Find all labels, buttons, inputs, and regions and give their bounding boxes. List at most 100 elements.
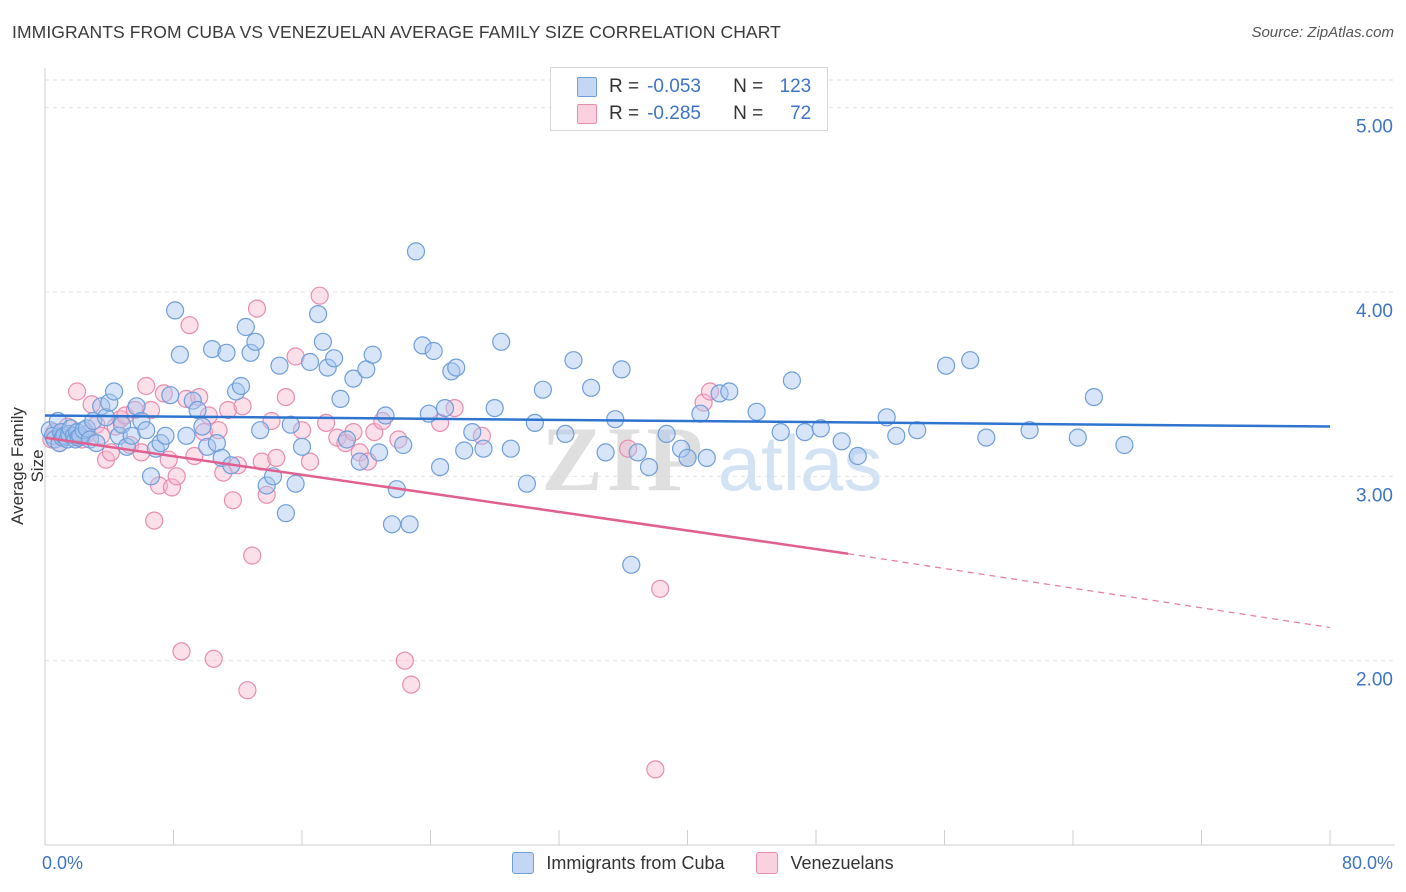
cuba-point — [501, 439, 520, 458]
cuba-point — [533, 380, 553, 399]
cuba-point — [525, 413, 545, 432]
venezuelans-point — [276, 388, 295, 407]
cuba-point — [639, 458, 659, 477]
legend-item-venezuelans[interactable]: Venezuelans — [756, 852, 894, 874]
cuba-point — [697, 448, 716, 467]
cuba-legend-swatch — [512, 852, 535, 874]
cuba-point — [325, 349, 344, 368]
venezuelans-point — [223, 491, 242, 510]
cuba-point — [556, 424, 575, 443]
venezuelans-point — [199, 406, 218, 425]
y-axis-label: Average Family Size — [8, 407, 47, 525]
venezuelans-point — [445, 399, 464, 418]
venezuelans-legend-label: Venezuelans — [790, 852, 894, 873]
cuba-point — [832, 432, 851, 451]
cuba-point — [400, 515, 419, 534]
venezuelans-legend-swatch — [756, 852, 779, 874]
cuba-point — [231, 376, 251, 396]
cuba-point — [270, 356, 289, 375]
cuba-point — [382, 515, 402, 534]
cuba-point — [1020, 421, 1039, 440]
cuba-point — [394, 435, 413, 455]
legend-row-venezuelans: R = -0.285 N = 72 — [577, 102, 811, 126]
y-tick-label: 2.00 — [1356, 670, 1393, 691]
venezuelans-point — [238, 681, 257, 700]
cuba-point — [657, 424, 676, 443]
r-value: -0.053 — [647, 76, 701, 97]
cuba-point — [1068, 428, 1087, 447]
cuba-point — [156, 426, 175, 445]
cuba-point — [313, 332, 332, 351]
cuba-point — [286, 474, 305, 493]
cuba-point — [581, 378, 601, 397]
cuba-point — [246, 332, 265, 351]
cuba-point — [455, 441, 474, 460]
cuba-point — [318, 358, 337, 377]
cuba-point — [203, 340, 222, 359]
n-label: N = — [733, 76, 764, 97]
cuba-point — [908, 421, 927, 440]
cuba-point — [720, 382, 739, 401]
venezuelans-point — [402, 675, 421, 694]
cuba-point — [292, 437, 312, 456]
cuba-swatch — [577, 77, 597, 97]
cuba-point — [564, 351, 583, 370]
cuba-point — [435, 399, 455, 418]
cuba-point — [127, 397, 146, 416]
cuba-point — [628, 443, 647, 462]
cuba-point — [100, 393, 119, 412]
cuba-point — [474, 439, 493, 458]
venezuelans-point — [67, 382, 87, 401]
venezuelans-point — [172, 642, 191, 661]
cuba-point — [241, 343, 260, 362]
cuba-point — [331, 389, 350, 408]
cuba-legend-label: Immigrants from Cuba — [546, 852, 725, 873]
cuba-point — [1115, 435, 1134, 455]
cuba-point — [424, 341, 443, 361]
venezuelans-point — [395, 651, 414, 670]
cuba-point — [300, 352, 320, 372]
grid-lines — [45, 79, 1395, 662]
n-value: 123 — [779, 76, 812, 97]
series-legend: Immigrants from Cuba Venezuelans — [0, 852, 1406, 874]
cuba-point — [517, 474, 537, 493]
chart-title: IMMIGRANTS FROM CUBA VS VENEZUELAN AVERA… — [12, 22, 781, 42]
venezuelans-point — [247, 299, 267, 318]
cuba-point — [350, 452, 369, 471]
x-tick-label: 0.0% — [42, 853, 83, 873]
venezuelans-point — [651, 579, 670, 598]
cuba-point — [363, 345, 382, 364]
cuba-point — [251, 421, 270, 440]
venezuelans-point — [154, 384, 173, 403]
cuba-point — [678, 448, 697, 467]
venezuelans-point — [162, 478, 181, 497]
cuba-point — [183, 391, 202, 410]
axes — [44, 68, 1395, 846]
venezuelans-series — [42, 286, 720, 779]
cuba-point — [795, 423, 814, 442]
n-label: N = — [733, 103, 764, 124]
cuba-point — [217, 343, 236, 362]
cuba-point — [671, 439, 691, 458]
cuba-point — [309, 305, 328, 324]
cuba-point — [887, 426, 906, 445]
cuba-point — [188, 400, 207, 420]
cuba-point — [170, 345, 189, 364]
cuba-point — [782, 371, 802, 390]
cuba-point — [166, 301, 185, 320]
venezuelans-trend-extension — [848, 553, 1331, 629]
venezuelans-point — [267, 448, 286, 467]
cuba-point — [198, 437, 217, 456]
cuba-point — [370, 443, 389, 462]
cuba-point — [961, 351, 980, 370]
cuba-trend-line — [44, 414, 1331, 428]
venezuelans-point — [300, 452, 320, 471]
r-value: -0.285 — [647, 103, 701, 124]
venezuelans-point — [137, 376, 156, 396]
cuba-point — [612, 360, 631, 379]
cuba-point — [771, 423, 790, 442]
venezuelans-point — [389, 430, 408, 449]
legend-item-cuba[interactable]: Immigrants from Cuba — [512, 852, 724, 874]
venezuelans-point — [618, 439, 638, 458]
